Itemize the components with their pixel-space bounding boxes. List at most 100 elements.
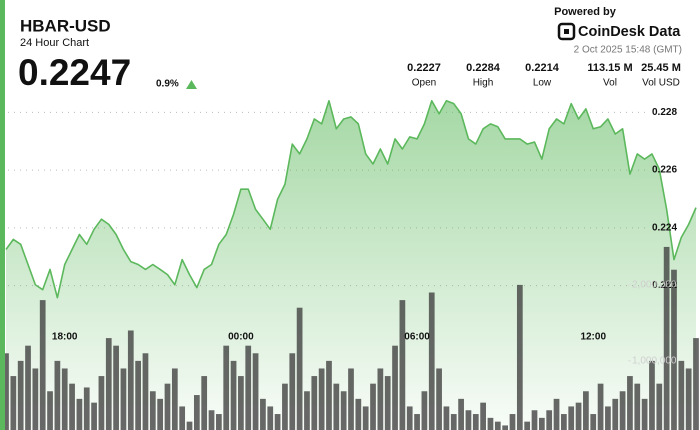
volume-bar — [193, 395, 200, 430]
area-layer — [5, 99, 697, 430]
accent-strip — [0, 0, 5, 430]
x-tick-label: 12:00 — [580, 332, 606, 343]
stat-value: 113.15 M — [587, 62, 632, 74]
volume-bar — [568, 406, 575, 430]
volume-bar — [443, 406, 450, 430]
volume-bar — [538, 417, 545, 430]
volume-bar — [39, 300, 46, 430]
volume-bar — [553, 398, 560, 430]
volume-bar — [671, 269, 677, 430]
stat-label: Low — [533, 78, 552, 89]
volume-bar — [164, 383, 171, 430]
volume-bar — [25, 345, 31, 430]
volume-bar — [296, 307, 303, 430]
y-tick-label: 0.228 — [652, 107, 677, 118]
volume-bar — [487, 417, 494, 430]
volume-bar — [47, 391, 53, 430]
volume-bar — [355, 398, 362, 430]
volume-bar — [17, 360, 24, 430]
price-area — [6, 100, 696, 430]
volume-bar — [171, 368, 178, 430]
volume-bar — [201, 376, 208, 430]
volume-bar — [575, 402, 582, 430]
volume-bar — [641, 398, 648, 430]
volume-bar — [135, 360, 141, 430]
up-arrow — [186, 80, 197, 89]
volume-bar — [436, 368, 442, 430]
volume-bar — [399, 300, 406, 430]
label-layer: 0.222 0.224 0.226 0.228 18:00 00:00 06:00 12:00… — [52, 107, 678, 367]
volume-bar — [120, 368, 127, 430]
volume-bar — [186, 421, 193, 430]
price-line — [5, 99, 697, 299]
y-tick-label: 0.226 — [652, 165, 677, 176]
volume-bar — [480, 402, 486, 430]
volume-bar — [472, 414, 479, 430]
volume-bar — [384, 376, 391, 430]
volume-bar — [142, 353, 149, 430]
volume-bar — [561, 414, 567, 430]
volume-bar — [590, 414, 597, 430]
volume-bar — [223, 345, 230, 430]
volume-bar — [157, 398, 164, 430]
brand: CoinDesk Data — [578, 24, 681, 40]
x-tick-label: 06:00 — [404, 332, 430, 343]
stats: 0.2227 Open 0.2284 High 0.2214 Low 113.15 M Vol… — [407, 62, 681, 89]
plot-area: 0.222 0.224 0.226 0.228 18:00 00:00 06:00 12:00… — [3, 99, 699, 430]
volume-bar — [414, 414, 420, 430]
volume-bar — [678, 360, 685, 430]
volume-bar — [597, 383, 604, 430]
timestamp: 2 Oct 2025 15:48 (GMT) — [574, 45, 682, 56]
volume-bar — [245, 345, 252, 430]
volume-bar — [98, 376, 105, 430]
volume-bar — [377, 368, 384, 430]
volume-bar — [304, 391, 310, 430]
volume-bar — [289, 353, 296, 430]
volume-bar — [421, 391, 428, 430]
volume-bar — [54, 360, 61, 430]
volume-tick-label: 2,000,000 — [632, 280, 677, 291]
stat-label: High — [473, 78, 494, 89]
stat-label: Open — [412, 78, 436, 89]
volume-bar — [326, 360, 332, 430]
stat-value: 25.45 M — [641, 62, 681, 74]
volume-bar — [252, 353, 259, 430]
volume-bar — [693, 338, 699, 430]
volume-bar — [634, 383, 641, 430]
volume-bar — [69, 383, 75, 430]
volume-bar — [340, 391, 347, 430]
volume-bar — [619, 391, 626, 430]
volume-bar — [32, 368, 39, 430]
volume-bar — [61, 368, 68, 430]
volume-bar — [502, 425, 509, 430]
volume-bar — [3, 353, 9, 430]
volume-bar — [83, 387, 90, 430]
volume-bar — [494, 421, 501, 430]
x-tick-label: 18:00 — [52, 332, 78, 343]
volume-bar — [113, 345, 119, 430]
subtitle: 24 Hour Chart — [20, 37, 89, 49]
volume-bar — [91, 402, 97, 430]
volume-bar — [583, 391, 589, 430]
volume-bar — [509, 414, 516, 430]
stat-value: 0.2214 — [525, 62, 560, 74]
volume-bar — [10, 376, 17, 430]
volume-bar — [76, 398, 83, 430]
volume-bar — [274, 414, 281, 430]
volume-bar — [612, 398, 619, 430]
volume-bar — [149, 391, 156, 430]
volume-bar — [627, 376, 633, 430]
stat-label: Vol USD — [642, 78, 680, 89]
volume-bar — [216, 414, 222, 430]
volume-bar — [465, 410, 472, 430]
y-tick-label: 0.222 — [652, 280, 677, 291]
volume-bar — [208, 410, 215, 430]
volume-bar — [605, 406, 611, 430]
title: HBAR-USD — [20, 16, 111, 35]
volume-bar — [663, 246, 670, 430]
volume-bar — [450, 414, 457, 430]
volume-bar — [311, 376, 318, 430]
x-tick-label: 00:00 — [228, 332, 254, 343]
